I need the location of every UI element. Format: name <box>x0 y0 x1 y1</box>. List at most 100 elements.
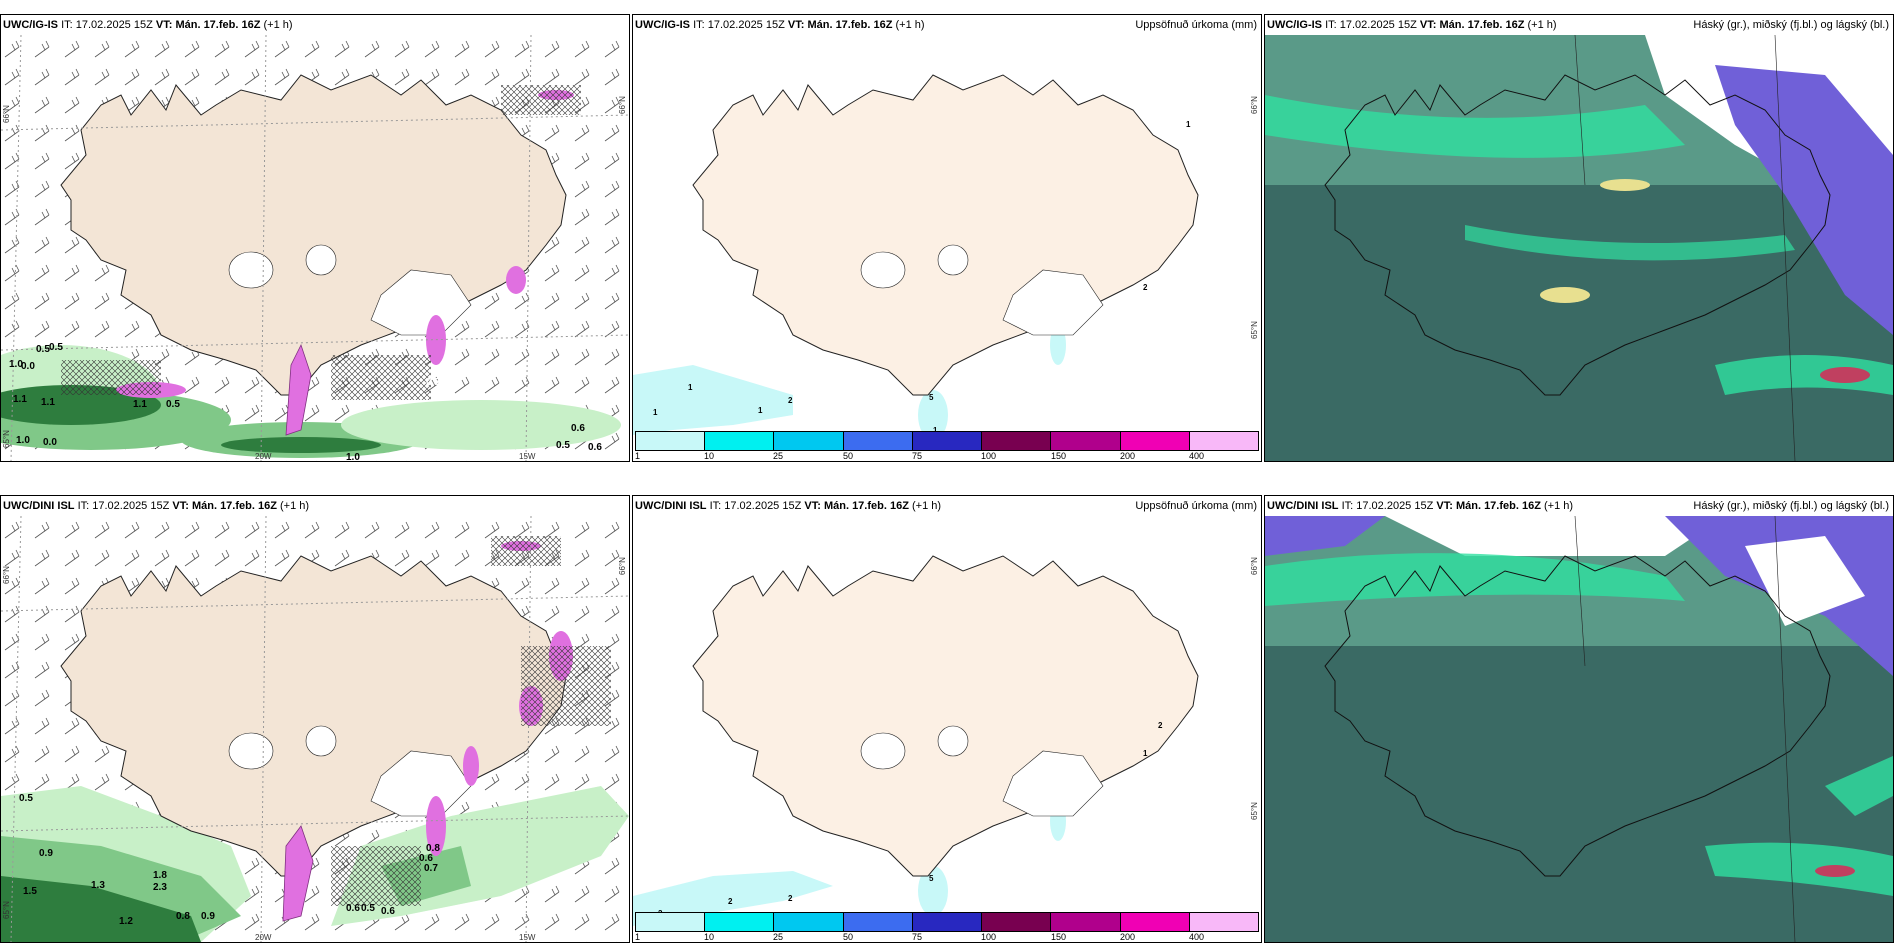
precip-value: 0.8 <box>176 911 190 922</box>
precip-value: 0.8 <box>426 843 440 854</box>
colorbar-tick: 10 <box>704 451 715 461</box>
colorbar-tick: 75 <box>912 932 923 942</box>
lat-label: 66°N <box>2 105 11 123</box>
lead-time: (+1 h) <box>912 500 942 512</box>
panel-title: Uppsöfnuð úrkoma (mm) <box>1135 19 1257 31</box>
lat-label: 65°N <box>2 901 11 919</box>
colorbar <box>635 431 1259 451</box>
model-name: UWC/DINI ISL <box>3 500 75 512</box>
lat-label: 65°N <box>1250 802 1259 820</box>
precip-value: 0.5 <box>361 903 375 914</box>
colorbar-swatch <box>1120 432 1190 450</box>
precip-value: 0.5 <box>556 440 570 451</box>
precip-value: 1 <box>653 408 658 417</box>
colorbar-swatch <box>1120 913 1190 931</box>
precip-value: 0.5 <box>426 377 440 388</box>
precip-value: 2 <box>788 396 793 405</box>
panel-header: UWC/DINI ISL IT: 17.02.2025 15Z VT: Mán.… <box>1265 496 1893 516</box>
colorbar-tick: 400 <box>1189 451 1205 461</box>
model-name: UWC/IG-IS <box>635 19 690 31</box>
colorbar-tick: 25 <box>773 451 784 461</box>
precip-value: 1.0 <box>16 435 30 446</box>
vt-value: Mán. 17.feb. 16Z <box>823 500 909 512</box>
colorbar-swatch <box>982 432 1052 450</box>
precip-value: 0.9 <box>201 911 215 922</box>
precip-value: 1 <box>1186 120 1191 129</box>
lat-label: 66°N <box>2 566 11 584</box>
colorbar-swatch <box>843 913 913 931</box>
precip-value: 2 <box>1158 721 1163 730</box>
lead-time: (+1 h) <box>263 19 293 31</box>
colorbar-tick: 400 <box>1189 932 1205 942</box>
precip-value: 1 <box>1143 749 1148 758</box>
precip-value: 0.6 <box>588 442 602 453</box>
precip-value: 0.5 <box>49 342 63 353</box>
precip-value: 1.8 <box>153 870 167 881</box>
precip-value: 2 <box>788 894 793 903</box>
panel-wind-precip-dini: UWC/DINI ISL IT: 17.02.2025 15Z VT: Mán.… <box>0 495 630 943</box>
vt-label: VT: <box>155 19 173 31</box>
precip-value: 0.6 <box>346 903 360 914</box>
lon-label: 20W <box>255 933 272 942</box>
panel-accumulated-precip-dini: UWC/DINI ISL IT: 17.02.2025 15Z VT: Mán.… <box>632 495 1262 943</box>
precip-value: 1.1 <box>133 399 147 410</box>
colorbar-tick: 150 <box>1051 451 1067 461</box>
lat-label: 66°N <box>1250 557 1259 575</box>
panel-header: UWC/DINI ISL IT: 17.02.2025 15Z VT: Mán.… <box>1 496 629 516</box>
vt-label: VT: <box>172 500 189 512</box>
precip-value: 2 <box>1143 283 1148 292</box>
precip-value: 0.5 <box>36 344 50 355</box>
colorbar-swatch <box>982 913 1052 931</box>
panel-header: UWC/IG-IS IT: 17.02.2025 15Z VT: Mán. 17… <box>633 15 1261 35</box>
precip-value: 5 <box>929 874 934 883</box>
vt-label: VT: <box>1419 19 1437 31</box>
colorbar-swatch <box>1051 913 1121 931</box>
precip-value: 1 <box>933 426 938 435</box>
panel-wind-precip-igis: UWC/IG-IS IT: 17.02.2025 15Z VT: Mán. 17… <box>0 14 630 462</box>
precip-value: 2.3 <box>153 882 167 893</box>
colorbar-ticks: 1 10 25 50 75 100 150 200 400 <box>633 451 1261 461</box>
it-value: 17.02.2025 15Z <box>92 500 170 512</box>
wind-precip-map: 0.5 0.5 1.0 0.0 1.1 1.1 1.1 1.0 0.0 0.5 … <box>1 35 629 461</box>
precip-value: 1.1 <box>41 397 55 408</box>
vt-value: Mán. 17.feb. 16Z <box>807 19 893 31</box>
accumulated-precip-map: 1 1 1 2 1 2 1 5 66°N 65°N <box>633 74 1259 440</box>
colorbar-swatch <box>774 432 844 450</box>
lon-label: 20W <box>255 452 272 461</box>
it-value: 17.02.2025 15Z <box>724 500 802 512</box>
precip-value: 0.6 <box>571 423 585 434</box>
cloud-cover-map <box>1265 35 1893 461</box>
panel-clouds-dini: UWC/DINI ISL IT: 17.02.2025 15Z VT: Mán.… <box>1264 495 1894 943</box>
cloud-cover-map <box>1265 516 1893 942</box>
lat-label: 66°N <box>1250 96 1259 114</box>
vt-label: VT: <box>804 500 821 512</box>
precip-value: 0.6 <box>419 853 433 864</box>
colorbar-swatch <box>636 913 706 931</box>
colorbar-swatch <box>705 432 775 450</box>
model-name: UWC/DINI ISL <box>635 500 707 512</box>
precip-value: 5 <box>929 393 934 402</box>
accumulated-precip-map: 2 2 2 2 2 1 5 66°N 65°N <box>633 555 1259 926</box>
precip-value: 0.7 <box>424 863 438 874</box>
lat-label: 65°N <box>1250 321 1259 339</box>
precip-value: 0.6 <box>381 906 395 917</box>
panel-header: UWC/DINI ISL IT: 17.02.2025 15Z VT: Mán.… <box>633 496 1261 516</box>
colorbar <box>635 912 1259 932</box>
colorbar-tick: 10 <box>704 932 715 942</box>
lon-label: 15W <box>519 933 536 942</box>
colorbar-tick: 100 <box>981 451 997 461</box>
it-label: IT: <box>709 500 722 512</box>
panel-header: UWC/IG-IS IT: 17.02.2025 15Z VT: Mán. 17… <box>1265 15 1893 35</box>
lat-label: 66°N <box>618 557 627 575</box>
colorbar-tick: 1 <box>635 932 641 942</box>
precip-value: 0.5 <box>19 793 33 804</box>
it-label: IT: <box>1341 500 1354 512</box>
panel-title: Háský (gr.), miðský (fj.bl.) og lágský (… <box>1693 500 1889 512</box>
colorbar-tick: 75 <box>912 451 923 461</box>
precip-value: 0.0 <box>43 437 57 448</box>
precip-value: 1 <box>688 383 693 392</box>
it-value: 17.02.2025 15Z <box>1356 500 1434 512</box>
precip-value: 0.5 <box>166 399 180 410</box>
colorbar-ticks: 1 10 25 50 75 100 150 200 400 <box>633 932 1261 942</box>
lon-label: 15W <box>519 452 536 461</box>
